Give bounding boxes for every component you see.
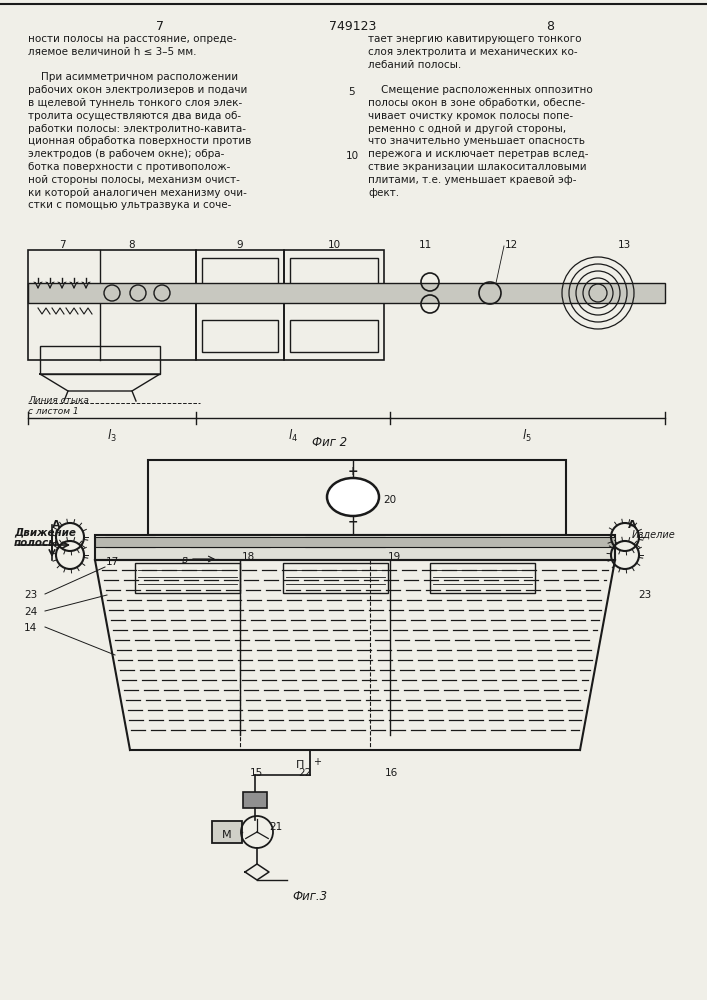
- Text: ременно с одной и другой стороны,: ременно с одной и другой стороны,: [368, 124, 566, 134]
- Text: с листом 1: с листом 1: [28, 407, 78, 416]
- Bar: [105, 537, 155, 547]
- Text: 7: 7: [59, 240, 65, 250]
- Text: в щелевой туннель тонкого слоя элек-: в щелевой туннель тонкого слоя элек-: [28, 98, 243, 108]
- Text: +: +: [348, 465, 358, 478]
- Text: $l_3$: $l_3$: [107, 428, 117, 444]
- Text: 19: 19: [388, 552, 402, 562]
- Text: А: А: [52, 520, 61, 530]
- Text: рабочих окон электролизеров и подачи: рабочих окон электролизеров и подачи: [28, 85, 247, 95]
- Text: чивает очистку кромок полосы попе-: чивает очистку кромок полосы попе-: [368, 111, 573, 121]
- Text: 23: 23: [638, 590, 651, 600]
- Text: 20: 20: [383, 495, 396, 505]
- Ellipse shape: [327, 478, 379, 516]
- Bar: [148, 460, 566, 535]
- Bar: [420, 537, 500, 547]
- Text: 21: 21: [269, 822, 282, 832]
- Bar: [28, 283, 665, 303]
- Text: ствие экранизации шлакоситалловыми: ствие экранизации шлакоситалловыми: [368, 162, 587, 172]
- Text: пережога и исключает перетрав вслед-: пережога и исключает перетрав вслед-: [368, 149, 588, 159]
- Text: что значительно уменьшает опасность: что значительно уменьшает опасность: [368, 136, 585, 146]
- Text: −: −: [348, 515, 358, 528]
- Bar: [283, 563, 388, 593]
- Text: 15: 15: [250, 768, 263, 778]
- Text: 10: 10: [346, 151, 358, 161]
- Bar: [95, 535, 615, 560]
- Text: тает энергию кавитирующего тонкого: тает энергию кавитирующего тонкого: [368, 34, 581, 44]
- Text: При асимметричном расположении: При асимметричном расположении: [28, 72, 238, 82]
- Bar: [190, 537, 270, 547]
- Text: слоя электролита и механических ко-: слоя электролита и механических ко-: [368, 47, 578, 57]
- Text: 11: 11: [419, 240, 432, 250]
- Text: М: М: [222, 830, 232, 840]
- Text: стки с помощью ультразвука и соче-: стки с помощью ультразвука и соче-: [28, 200, 231, 210]
- Text: ционная обработка поверхности против: ционная обработка поверхности против: [28, 136, 252, 146]
- Text: 8: 8: [546, 20, 554, 33]
- Text: полосы окон в зоне обработки, обеспе-: полосы окон в зоне обработки, обеспе-: [368, 98, 585, 108]
- Text: А: А: [628, 520, 636, 530]
- Bar: [135, 563, 240, 593]
- Bar: [212, 821, 242, 843]
- Text: ляемое величиной h ≤ 3–5 мм.: ляемое величиной h ≤ 3–5 мм.: [28, 47, 197, 57]
- Text: 5: 5: [349, 87, 356, 97]
- Text: 13: 13: [618, 240, 631, 250]
- Text: 8: 8: [129, 240, 135, 250]
- Text: 23: 23: [24, 590, 37, 600]
- Text: 18: 18: [242, 552, 255, 562]
- Text: тролита осуществляются два вида об-: тролита осуществляются два вида об-: [28, 111, 241, 121]
- Text: +: +: [313, 757, 321, 767]
- Text: Смещение расположенных оппозитно: Смещение расположенных оппозитно: [368, 85, 592, 95]
- Text: Линия стыка: Линия стыка: [28, 396, 89, 405]
- Text: лебаний полосы.: лебаний полосы.: [368, 60, 461, 70]
- Text: полосы: полосы: [14, 538, 59, 548]
- Text: плитами, т.е. уменьшает краевой эф-: плитами, т.е. уменьшает краевой эф-: [368, 175, 576, 185]
- Text: 14: 14: [24, 623, 37, 633]
- Bar: [28, 250, 196, 360]
- Text: 749123: 749123: [329, 20, 377, 33]
- Text: в: в: [182, 555, 188, 565]
- Bar: [290, 320, 378, 352]
- Bar: [430, 563, 535, 593]
- Bar: [243, 792, 267, 808]
- Text: 12: 12: [505, 240, 518, 250]
- Text: 7: 7: [156, 20, 164, 33]
- Bar: [95, 537, 615, 547]
- Bar: [202, 320, 278, 352]
- Bar: [202, 258, 278, 288]
- Text: Изделие: Изделие: [632, 530, 676, 540]
- Text: 22: 22: [298, 768, 311, 778]
- Text: ботка поверхности с противополож-: ботка поверхности с противополож-: [28, 162, 230, 172]
- Text: 10: 10: [327, 240, 341, 250]
- Text: $l_5$: $l_5$: [522, 428, 532, 444]
- Text: электродов (в рабочем окне); обра-: электродов (в рабочем окне); обра-: [28, 149, 224, 159]
- Text: 9: 9: [237, 240, 243, 250]
- Bar: [40, 346, 160, 374]
- Text: фект.: фект.: [368, 188, 399, 198]
- Text: 24: 24: [24, 607, 37, 617]
- Bar: [305, 537, 385, 547]
- Text: ности полосы на расстояние, опреде-: ности полосы на расстояние, опреде-: [28, 34, 237, 44]
- Text: П: П: [296, 760, 304, 770]
- Text: Фиг.3: Фиг.3: [293, 890, 327, 903]
- Bar: [284, 250, 384, 360]
- Text: Движение: Движение: [14, 527, 76, 537]
- Text: Фиг 2: Фиг 2: [312, 436, 348, 449]
- Text: ной стороны полосы, механизм очист-: ной стороны полосы, механизм очист-: [28, 175, 240, 185]
- Text: 17: 17: [106, 557, 119, 567]
- Text: 16: 16: [385, 768, 398, 778]
- Bar: [196, 250, 284, 360]
- Text: $l_4$: $l_4$: [288, 428, 298, 444]
- Text: работки полосы: электролитно-кавита-: работки полосы: электролитно-кавита-: [28, 124, 246, 134]
- Bar: [290, 258, 378, 288]
- Text: ки которой аналогичен механизму очи-: ки которой аналогичен механизму очи-: [28, 188, 247, 198]
